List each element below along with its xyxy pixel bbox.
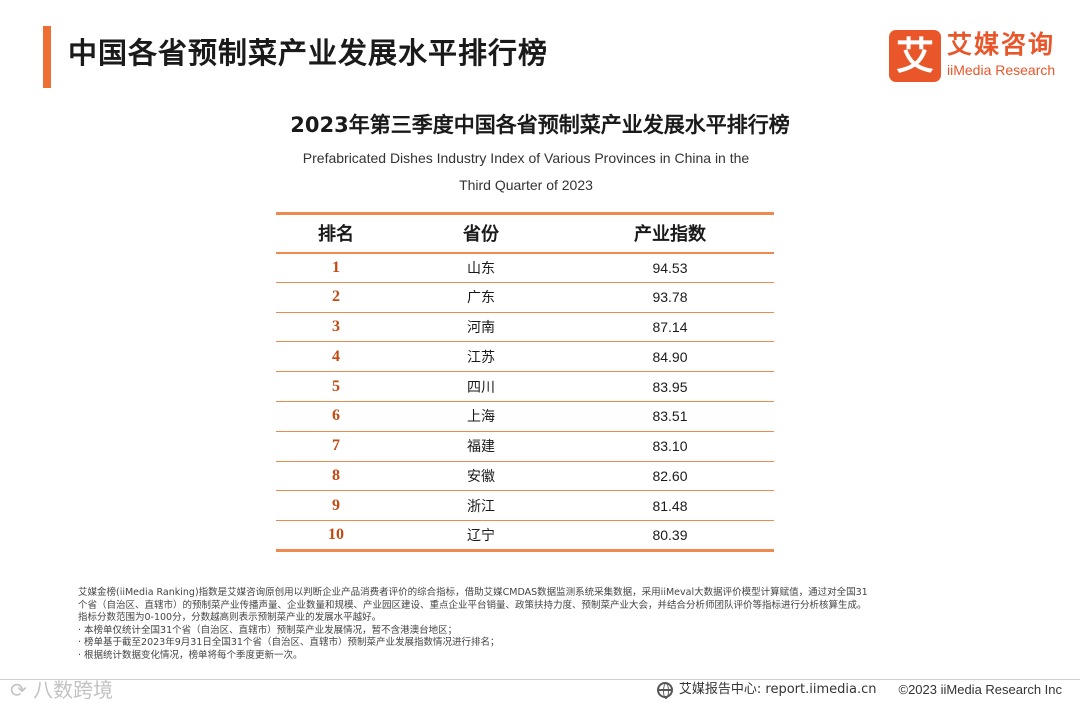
index-cell: 80.39 — [566, 520, 774, 552]
rank-cell: 7 — [276, 431, 396, 462]
index-cell: 82.60 — [566, 461, 774, 492]
note-line: · 根据统计数据变化情况，榜单将每个季度更新一次。 — [78, 649, 303, 661]
table-row: 6 上海 83.51 — [276, 401, 774, 432]
table-row: 7 福建 83.10 — [276, 431, 774, 462]
rank-cell: 3 — [276, 312, 396, 343]
index-cell: 87.14 — [566, 312, 774, 343]
footer: 艾媒报告中心: report.iimedia.cn ©2023 iiMedia … — [656, 680, 1063, 700]
logo-mark-icon: 艾 — [889, 30, 941, 82]
watermark: ⟳ 八数跨境 — [10, 678, 114, 702]
province-cell: 江苏 — [396, 341, 566, 373]
rank-cell: 8 — [276, 461, 396, 492]
note-line: 指标分数范围为0-100分，分数越高则表示预制菜产业的发展水平越好。 — [78, 612, 382, 624]
table-row: 1 山东 94.53 — [276, 252, 774, 283]
province-cell: 山东 — [396, 252, 566, 283]
table-subtitle-line2: Third Quarter of 2023 — [459, 177, 593, 193]
header-rank: 排名 — [318, 224, 354, 246]
table-row: 2 广东 93.78 — [276, 282, 774, 313]
table-row: 3 河南 87.14 — [276, 312, 774, 343]
report-center-link[interactable]: 艾媒报告中心: report.iimedia.cn — [678, 682, 877, 697]
copyright: ©2023 iiMedia Research Inc — [898, 682, 1063, 697]
note-line: · 本榜单仅统计全国31个省（自治区、直辖市）预制菜产业发展情况，暂不含港澳台地… — [78, 624, 458, 636]
note-line: 艾媒金榜(iiMedia Ranking)指数是艾媒咨询原创用以判断企业产品消费… — [78, 587, 868, 598]
province-cell: 福建 — [396, 431, 566, 462]
index-cell: 83.51 — [566, 401, 774, 432]
index-cell: 94.53 — [566, 252, 774, 283]
brand-logo: 艾 艾媒咨询 iiMedia Research — [889, 30, 1069, 82]
province-cell: 广东 — [396, 282, 566, 313]
rank-cell: 9 — [276, 490, 396, 522]
rank-cell: 1 — [276, 252, 396, 283]
rank-cell: 5 — [276, 371, 396, 402]
rank-cell: 2 — [276, 282, 396, 313]
footer-divider — [0, 679, 1080, 680]
table-row: 4 江苏 84.90 — [276, 341, 774, 373]
rank-cell: 4 — [276, 341, 396, 373]
index-cell: 81.48 — [566, 490, 774, 522]
table-row: 9 浙江 81.48 — [276, 490, 774, 522]
index-cell: 83.95 — [566, 371, 774, 402]
logo-name-cn: 艾媒咨询 — [947, 30, 1056, 59]
table-subtitle-line1: Prefabricated Dishes Industry Index of V… — [302, 150, 750, 166]
index-cell: 83.10 — [566, 431, 774, 462]
header-province: 省份 — [463, 224, 499, 246]
table-row: 10 辽宁 80.39 — [276, 520, 774, 552]
rank-cell: 10 — [276, 520, 396, 552]
table-row: 5 四川 83.95 — [276, 371, 774, 402]
province-cell: 浙江 — [396, 490, 566, 522]
note-line: · 榜单基于截至2023年9月31日全国31个省（自治区、直辖市）预制菜产业发展… — [78, 637, 500, 649]
globe-icon — [656, 682, 673, 699]
title-accent-bar — [43, 26, 51, 88]
province-cell: 河南 — [396, 312, 566, 343]
province-cell: 四川 — [396, 371, 566, 402]
logo-name-en: iiMedia Research — [947, 62, 1056, 78]
index-cell: 93.78 — [566, 282, 774, 313]
table-title: 2023年第三季度中国各省预制菜产业发展水平排行榜 — [290, 113, 790, 137]
index-cell: 84.90 — [566, 341, 774, 373]
header-index: 产业指数 — [634, 224, 706, 245]
province-cell: 上海 — [396, 401, 566, 432]
rank-cell: 6 — [276, 401, 396, 432]
province-cell: 安徽 — [396, 461, 566, 492]
table-row: 8 安徽 82.60 — [276, 461, 774, 492]
table-header-row: 排名 省份 产业指数 — [276, 213, 774, 253]
ranking-table: 排名 省份 产业指数 1 山东 94.53 2 广东 93.78 3 河南 87… — [276, 212, 774, 552]
page-title: 中国各省预制菜产业发展水平排行榜 — [68, 36, 549, 70]
province-cell: 辽宁 — [396, 520, 566, 552]
methodology-notes: 艾媒金榜(iiMedia Ranking)指数是艾媒咨询原创用以判断企业产品消费… — [78, 587, 1038, 663]
note-line: 个省（自治区、直辖市）的预制菜产业传播声量、企业数量和规模、产业园区建设、重点企… — [78, 599, 867, 611]
